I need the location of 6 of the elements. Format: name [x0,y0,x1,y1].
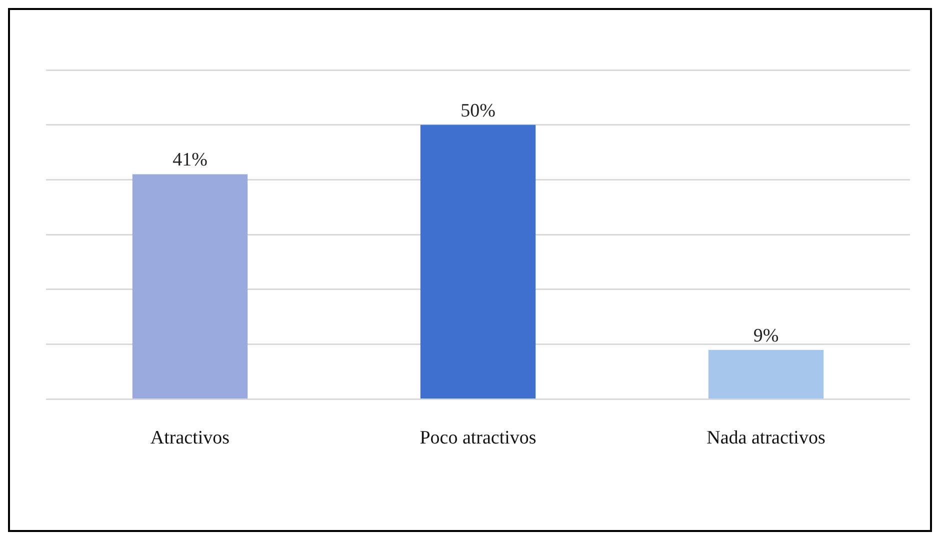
x-tick-label: Atractivos [150,428,230,449]
x-tick-label: Nada atractivos [706,428,826,449]
data-label: 50% [460,100,496,122]
x-tick-label: Poco atractivos [420,428,536,449]
data-label: 41% [172,150,208,171]
data-label: 9% [753,325,779,346]
